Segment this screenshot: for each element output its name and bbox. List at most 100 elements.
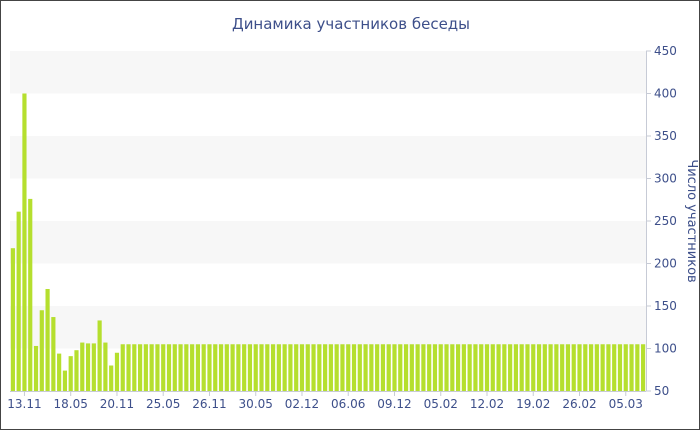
bar [606,344,611,391]
bar [114,352,120,391]
y-axis-label: Число участников [684,159,699,282]
bar [351,344,357,391]
bar [97,320,102,391]
bar [340,344,345,391]
bar [479,344,484,391]
grid-bands [10,51,646,349]
x-tick-label: 20.11 [100,397,134,411]
grid-band [10,51,646,94]
bar [126,344,131,391]
bar [502,344,507,391]
x-tick-label: 30.05 [239,397,273,411]
bar [317,344,322,391]
chart-title: Динамика участников беседы [232,15,470,33]
bar [323,344,328,391]
bar [548,344,553,391]
y-tick-label: 150 [654,299,677,313]
bar [311,344,316,391]
bar [91,343,96,391]
bar [22,93,27,391]
bar [259,344,264,391]
bar [577,344,582,391]
x-tick-label: 25.05 [146,397,180,411]
bar [473,344,478,391]
bar [161,344,166,391]
bar [155,344,160,391]
bar [583,344,588,391]
bar [109,365,114,391]
bar [103,342,108,391]
y-tick-label: 300 [654,172,677,186]
bar [363,344,368,391]
bar [276,344,281,391]
bar [218,344,224,391]
bar [138,344,143,391]
bar [409,344,414,391]
bar [588,344,594,391]
x-tick-label: 05.02 [424,397,458,411]
bar [230,344,235,391]
bar [629,344,634,391]
y-tick-label: 100 [654,342,677,356]
bar [398,344,403,391]
y-tick-label: 50 [654,384,669,398]
bar [375,344,380,391]
bar [120,344,125,391]
x-tick-label: 26.02 [562,397,596,411]
x-tick-label: 12.02 [470,397,504,411]
bar [490,344,495,391]
y-axis: 50 100 150 200 250 300 350 400 450 [646,44,677,398]
bar [68,356,73,391]
y-tick-label: 200 [654,257,677,271]
bar [560,344,565,391]
bar [242,344,247,391]
bar [184,344,189,391]
bar [380,344,386,391]
bar [33,345,39,391]
grid-band [10,136,646,179]
bar [450,344,455,391]
bar [612,344,617,391]
x-tick-label: 13.11 [7,397,41,411]
bar [74,350,79,391]
bar [201,344,206,391]
bar [132,344,137,391]
bar [531,344,536,391]
bar [253,344,258,391]
bar [536,344,542,391]
bar [617,344,623,391]
bar [247,344,253,391]
bar [415,344,420,391]
y-tick-label: 350 [654,129,677,143]
x-tick-label: 19.02 [516,397,550,411]
bar [195,344,200,391]
bar [519,344,524,391]
bar [207,344,212,391]
bar [149,344,154,391]
bar [224,344,229,391]
bar [299,344,305,391]
bar [421,344,426,391]
bar [392,344,397,391]
bar [623,344,628,391]
bar [542,344,547,391]
bar-series [10,93,646,391]
bar [294,344,299,391]
bar [265,344,270,391]
bar [641,344,646,391]
bar [45,289,50,391]
x-axis: 13.11 18.05 20.11 25.05 26.11 30.05 02.12 06.06… [7,391,646,411]
bar [57,353,62,391]
bar [28,198,33,391]
bar [178,344,183,391]
bar [571,344,576,391]
bar [438,344,443,391]
bar [282,344,287,391]
bar [369,344,374,391]
bar [525,344,530,391]
bar [305,344,310,391]
bar [496,344,501,391]
bar [334,344,339,391]
bar [554,344,559,391]
